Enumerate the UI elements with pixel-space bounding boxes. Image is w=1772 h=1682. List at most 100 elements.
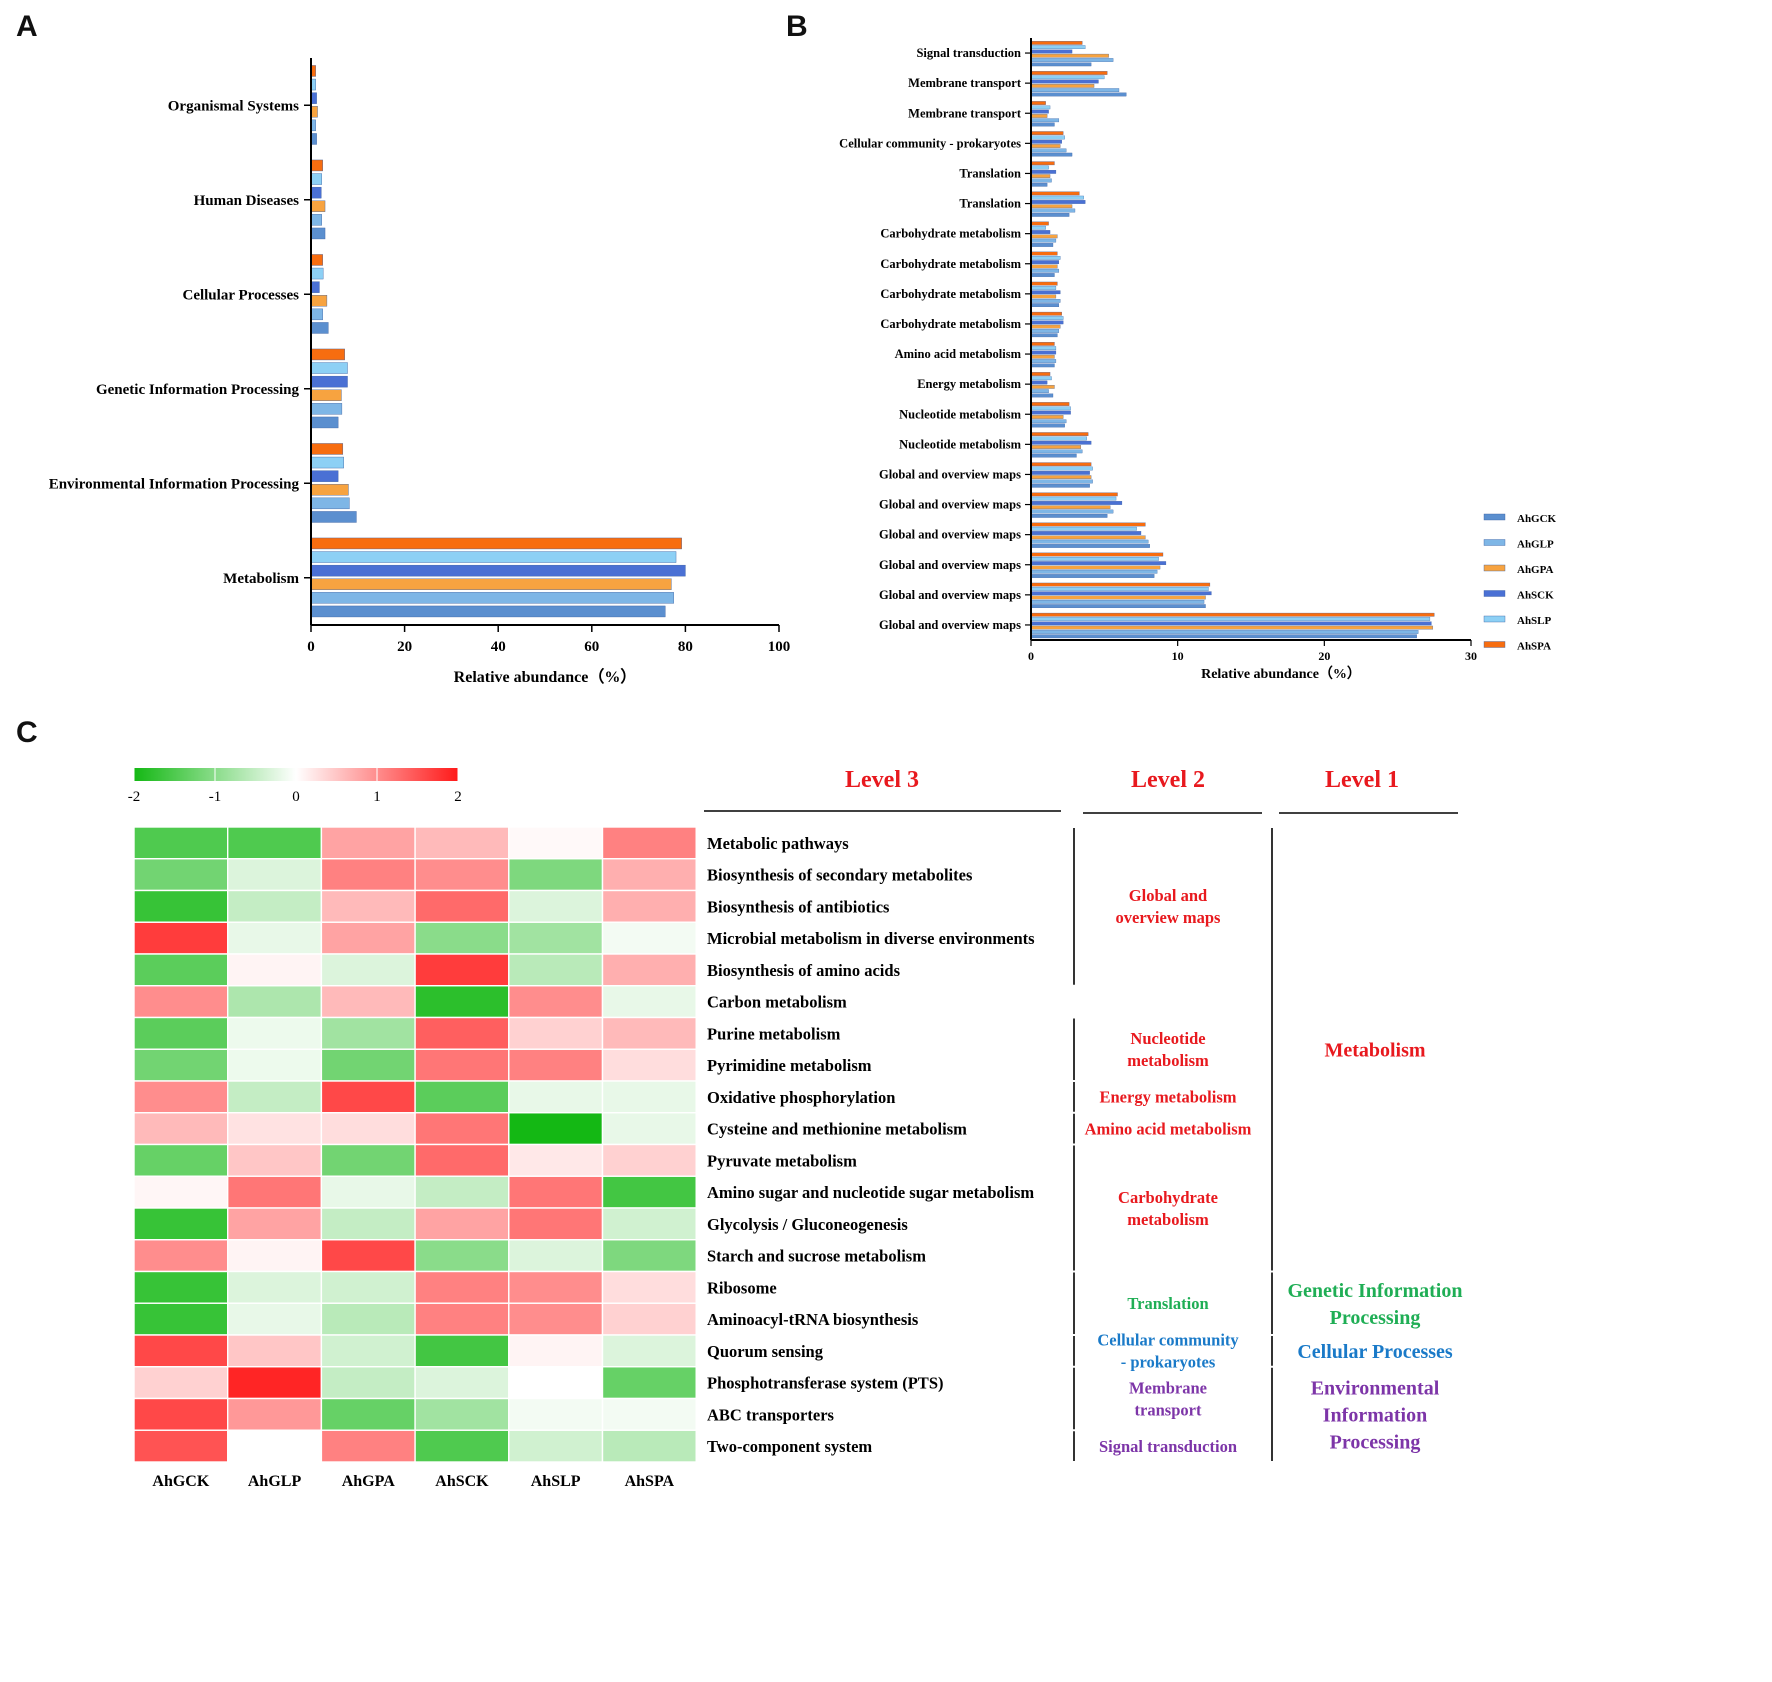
level1-group-label: Processing: [1330, 1307, 1421, 1329]
heat-cell: [133, 1366, 229, 1400]
ylabel-b-category: Translation: [959, 197, 1021, 211]
heat-cell: [601, 985, 697, 1019]
heat-cell: [133, 985, 229, 1019]
heat-cell: [226, 1016, 323, 1050]
legend-swatch-AhGPA: [1483, 564, 1506, 572]
heat-column-label: AhSPA: [625, 1473, 675, 1490]
ylabel-b-category: Nucleotide metabolism: [899, 437, 1021, 451]
panel-label-b: B: [786, 10, 808, 43]
heat-cell: [414, 921, 510, 955]
heat-cell: [226, 1048, 323, 1082]
heat-cell: [601, 1429, 697, 1463]
heat-cell: [133, 1016, 229, 1050]
heat-cell: [508, 1175, 604, 1209]
ylabel-a-category: Organismal Systems: [168, 98, 299, 114]
heat-row-label: Pyruvate metabolism: [707, 1151, 857, 1170]
heat-cell: [226, 1397, 323, 1431]
colorbar-tick-label: -1: [209, 789, 222, 805]
heat-cell: [414, 1429, 510, 1463]
xtick-b-label: 10: [1172, 649, 1184, 663]
ylabel-b-category: Translation: [959, 166, 1021, 180]
heat-cell: [226, 953, 323, 987]
xtick-a-label: 0: [307, 639, 315, 655]
header-level1: Level 1: [1325, 767, 1399, 793]
heat-cell: [508, 889, 604, 923]
ylabel-b-category: Membrane transport: [908, 76, 1022, 90]
heat-cell: [320, 921, 416, 955]
legend-label-AhGLP: AhGLP: [1517, 539, 1554, 551]
heat-cell: [133, 1429, 229, 1463]
heat-cell: [508, 1270, 604, 1304]
ylabel-b-category: Carbohydrate metabolism: [880, 227, 1021, 241]
heat-cell: [320, 1080, 416, 1114]
heat-cell: [133, 1175, 229, 1209]
heat-cell: [133, 953, 229, 987]
ylabel-b-category: Energy metabolism: [917, 377, 1021, 391]
heat-cell: [133, 1048, 229, 1082]
heat-cell: [226, 921, 323, 955]
xaxis-b-title: Relative abundance（%）: [1201, 666, 1361, 682]
heat-cell: [320, 1207, 416, 1241]
heat-cell: [133, 1302, 229, 1336]
heat-cell: [226, 826, 323, 860]
legend-label-AhGCK: AhGCK: [1517, 513, 1557, 525]
legend-swatch-AhSLP: [1483, 615, 1506, 623]
heat-cell: [508, 1366, 604, 1400]
heat-cell: [414, 1016, 510, 1050]
heat-cell: [601, 858, 697, 892]
heat-cell: [320, 1048, 416, 1082]
heat-cell: [226, 858, 323, 892]
heat-cell: [601, 1143, 697, 1177]
heat-cell: [508, 921, 604, 955]
heat-cell: [320, 1397, 416, 1431]
heat-cell: [508, 1302, 604, 1336]
ylabel-a-category: Cellular Processes: [182, 287, 299, 303]
ylabel-a-category: Human Diseases: [194, 193, 300, 209]
ylabel-b-category: Global and overview maps: [879, 618, 1021, 632]
ylabel-a-category: Environmental Information Processing: [49, 476, 300, 492]
colorbar-tick-label: -2: [128, 789, 141, 805]
heat-row-label: ABC transporters: [707, 1405, 835, 1424]
heat-cell: [508, 1143, 604, 1177]
heat-cell: [414, 889, 510, 923]
heat-cell: [226, 985, 323, 1019]
heat-cell: [414, 1207, 510, 1241]
heat-row-label: Aminoacyl-tRNA biosynthesis: [707, 1310, 919, 1329]
colorbar-tick-label: 1: [373, 789, 381, 805]
heat-cell: [414, 826, 510, 860]
heat-cell: [508, 1239, 604, 1273]
heat-cell: [414, 1080, 510, 1114]
ylabel-a-category: Genetic Information Processing: [96, 382, 300, 398]
heat-cell: [226, 1302, 323, 1336]
level2-group-label: overview maps: [1116, 908, 1222, 927]
header-level3: Level 3: [845, 767, 919, 793]
xtick-a-label: 40: [491, 639, 506, 655]
xtick-b-label: 20: [1318, 649, 1330, 663]
xaxis-a-title: Relative abundance（%）: [454, 668, 637, 686]
heat-cell: [226, 889, 323, 923]
heat-cell: [508, 1048, 604, 1082]
heat-cell: [414, 1334, 510, 1368]
heat-cell: [601, 826, 697, 860]
heat-cell: [320, 1270, 416, 1304]
heat-cell: [508, 953, 604, 987]
colorbar-tick-label: 2: [454, 789, 462, 805]
heat-cell: [414, 858, 510, 892]
level1-group-label: Genetic Information: [1288, 1280, 1463, 1302]
legend-label-AhSCK: AhSCK: [1517, 590, 1554, 602]
chart-b-bar: Signal transduction Membrane transport Mem…: [839, 38, 1557, 682]
ylabel-b-category: Global and overview maps: [879, 588, 1021, 602]
heat-row-label: Phosphotransferase system (PTS): [707, 1374, 944, 1393]
heat-row-label: Purine metabolism: [707, 1024, 841, 1043]
panel-label-c: C: [16, 716, 38, 749]
level2-group-label: metabolism: [1127, 1210, 1209, 1229]
heat-row-label: Biosynthesis of antibiotics: [707, 897, 890, 916]
heat-cell: [414, 1048, 510, 1082]
heat-cell: [226, 1366, 323, 1400]
heat-row-label: Metabolic pathways: [707, 834, 849, 853]
ylabel-b-category: Nucleotide metabolism: [899, 407, 1021, 421]
chart-a-bar: Organismal Systems Human Diseases Cellular…: [49, 58, 790, 686]
level1-group-label: Processing: [1330, 1431, 1421, 1453]
legend-swatch-AhGCK: [1483, 513, 1506, 521]
heat-cell: [133, 1270, 229, 1304]
